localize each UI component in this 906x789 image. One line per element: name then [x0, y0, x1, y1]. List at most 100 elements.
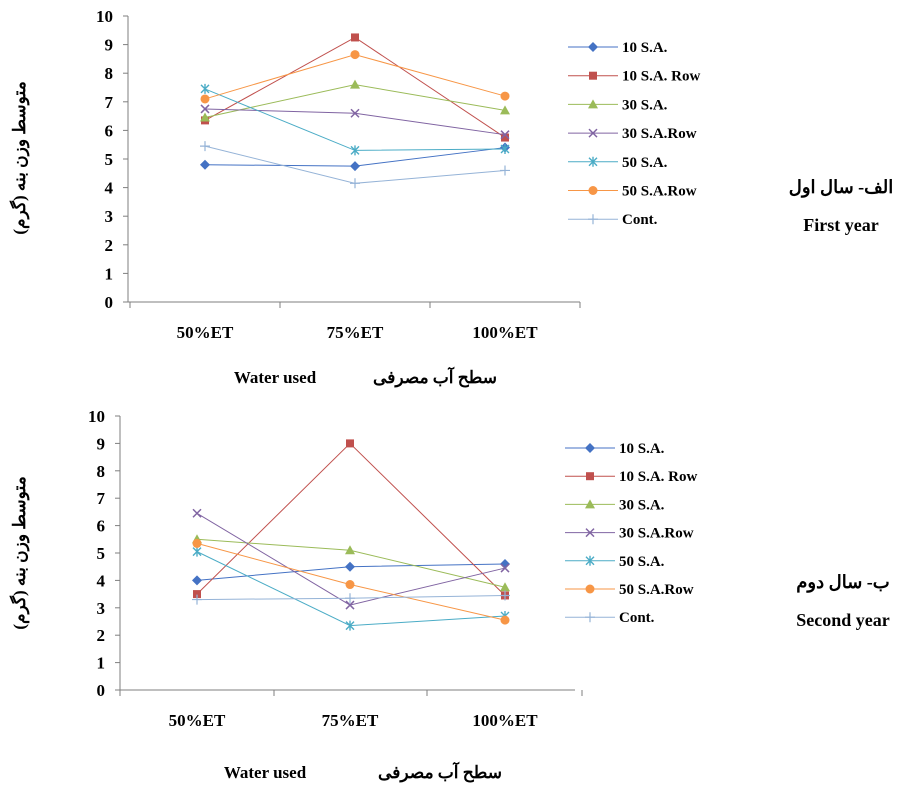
y-tick-label: 8: [97, 462, 106, 481]
legend-swatch-marker: [588, 214, 598, 225]
x-tick-label: 100%ET: [472, 711, 538, 730]
y-tick-label: 0: [105, 293, 114, 312]
data-point: [200, 94, 210, 104]
legend-entry-label: 30 S.A.Row: [622, 126, 697, 142]
data-point: [346, 439, 354, 448]
data-point: [345, 620, 355, 631]
legend-swatch-marker: [588, 186, 598, 195]
data-point: [350, 161, 360, 172]
x-tick-label: 50%ET: [177, 323, 234, 342]
legend-entry-label: 50 S.A.: [622, 155, 668, 171]
series-line: [204, 88, 506, 151]
data-point: [345, 580, 355, 590]
y-tick-label: 4: [97, 571, 106, 590]
legend-entry-label: 30 S.A.: [622, 97, 668, 113]
data-point: [350, 50, 360, 60]
panel-label-fa-first-year: الف- سال اول: [789, 177, 894, 198]
y-axis-label-first-year: متوسط وزن بنه (گرم): [9, 81, 30, 234]
y-tick-label: 1: [105, 264, 114, 283]
y-tick-label: 9: [105, 36, 114, 55]
data-point: [192, 575, 202, 586]
data-point: [351, 33, 359, 42]
data-point: [200, 104, 210, 114]
legend-swatch-marker: [588, 42, 598, 52]
x-tick-label: 50%ET: [169, 711, 226, 730]
y-tick-label: 3: [97, 599, 106, 618]
data-point: [345, 561, 355, 572]
x-tick-label: 100%ET: [472, 323, 538, 342]
legend-swatch-marker: [588, 156, 598, 167]
y-tick-label: 2: [105, 236, 114, 255]
data-point: [192, 508, 202, 518]
series-line: [204, 54, 506, 100]
data-point: [192, 538, 202, 548]
y-tick-label: 6: [105, 121, 114, 140]
data-point: [345, 600, 355, 610]
legend-swatch-marker: [585, 584, 595, 594]
data-point: [350, 79, 360, 89]
data-point: [345, 545, 355, 555]
legend-entry-label: Cont.: [619, 610, 655, 626]
legend-entry-label: 10 S.A. Row: [619, 469, 698, 485]
y-tick-label: 1: [97, 654, 106, 673]
data-point: [500, 590, 510, 601]
legend-entry-label: 10 S.A.: [619, 441, 665, 457]
legend-swatch-marker: [588, 128, 598, 138]
panel-label-fa-second-year: ب- سال دوم: [796, 572, 889, 593]
data-point: [200, 83, 210, 94]
series-line: [196, 512, 506, 606]
data-point: [345, 593, 355, 604]
legend-swatch-marker: [585, 528, 595, 538]
legend-swatch-marker: [585, 443, 595, 453]
series-line: [196, 594, 506, 601]
plot-area-second-year: 0 1 2 3 4 5 6 7 8 9 10 50%ET 75%ET 100%ET: [88, 407, 583, 730]
x-tick-label: 75%ET: [322, 711, 379, 730]
y-tick-label: 6: [97, 517, 106, 536]
legend-entry-label: 50 S.A.Row: [622, 184, 697, 200]
data-point: [500, 582, 510, 592]
y-tick-label: 5: [97, 544, 106, 563]
x-axis-label-fa-first-year: سطح آب مصرفی: [373, 366, 497, 388]
y-tick-label: 2: [97, 626, 106, 645]
data-point: [200, 159, 210, 170]
data-point: [501, 133, 509, 142]
data-point: [500, 105, 510, 115]
data-point: [350, 178, 360, 189]
legend-swatch-marker: [585, 499, 595, 509]
data-point: [350, 145, 360, 156]
panel-label-en-first-year: First year: [803, 215, 878, 235]
legend-swatch-marker: [585, 555, 595, 566]
data-point: [500, 91, 510, 101]
x-tick-label: 75%ET: [327, 323, 384, 342]
data-point: [193, 590, 201, 599]
y-tick-label: 8: [105, 64, 114, 83]
y-tick-label: 7: [105, 93, 114, 112]
y-tick-label: 5: [105, 150, 114, 169]
data-point: [200, 141, 210, 152]
data-point: [350, 108, 360, 118]
legend-entry-label: 30 S.A.Row: [619, 526, 694, 542]
legend-entry-label: 10 S.A.: [622, 40, 668, 56]
x-axis-label-en-first-year: Water used: [234, 368, 317, 387]
legend-entry-label: Cont.: [622, 212, 658, 228]
y-tick-label: 7: [97, 489, 106, 508]
panel-label-en-second-year: Second year: [796, 610, 890, 630]
data-point: [500, 563, 510, 573]
y-tick-label: 3: [105, 207, 114, 226]
y-tick-label: 4: [105, 179, 114, 198]
legend-entry-label: 30 S.A.: [619, 497, 665, 513]
data-point: [500, 165, 510, 176]
x-axis-label-fa-second-year: سطح آب مصرفی: [378, 761, 502, 783]
plot-area-first-year: 0 1 2 3 4 5 6 7 8 9 10 50%ET 75%ET 100%ET: [96, 7, 581, 342]
data-point: [192, 546, 202, 557]
y-tick-label: 0: [97, 681, 106, 700]
legend-swatch-marker: [588, 99, 598, 109]
legend-swatch-marker: [586, 472, 594, 481]
legend-second-year: 10 S.A. 10 S.A. Row 30 S.A. 30 S.A.Row 50 S.…: [565, 441, 698, 626]
y-axis-label-second-year: متوسط وزن بنه (گرم): [9, 476, 30, 629]
legend-entry-label: 10 S.A. Row: [622, 69, 701, 85]
data-point: [200, 112, 210, 122]
